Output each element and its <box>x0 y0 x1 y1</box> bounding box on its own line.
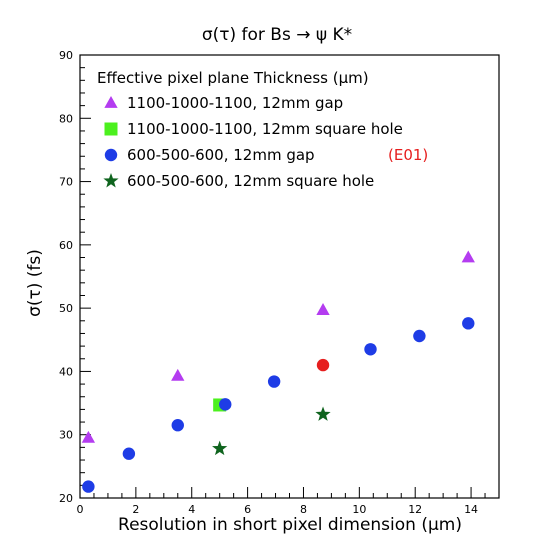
legend-marker-triangle <box>104 96 118 108</box>
data-points <box>81 250 475 493</box>
legend-label: 600-500-600, 12mm gap <box>127 146 315 164</box>
y-tick-label: 70 <box>59 176 73 189</box>
circle-point <box>171 419 184 432</box>
y-tick-label: 50 <box>59 302 73 315</box>
annotation-e01: (E01) <box>388 146 428 164</box>
triangle-point <box>316 303 330 315</box>
legend-label: 1100-1000-1100, 12mm square hole <box>127 120 403 138</box>
x-axis: 0 2 4 6 8 10 12 14 <box>77 487 500 516</box>
circle-point <box>462 317 475 330</box>
y-tick-label: 90 <box>59 49 73 62</box>
triangle-point <box>171 368 185 381</box>
chart-title: σ(τ) for Bs → ψ K* <box>202 25 352 45</box>
y-tick-label: 20 <box>59 492 73 505</box>
x-tick-label: 2 <box>132 503 139 516</box>
x-tick-label: 0 <box>77 503 84 516</box>
triangle-point <box>461 250 475 263</box>
x-axis-title: Resolution in short pixel dimension (μm) <box>118 515 462 535</box>
x-tick-label: 12 <box>408 503 422 516</box>
triangle-point <box>81 430 96 443</box>
y-tick-label: 30 <box>59 429 73 442</box>
legend-marker-square <box>104 122 118 136</box>
legend: Effective pixel plane Thickness (μm) 110… <box>97 69 428 190</box>
circle-point <box>122 447 136 460</box>
circle-point <box>82 480 95 493</box>
x-tick-label: 4 <box>188 503 195 516</box>
y-tick-label: 40 <box>59 365 73 378</box>
legend-marker-star <box>103 173 119 188</box>
y-axis-title: σ(τ) (fs) <box>25 249 45 317</box>
circle-point <box>364 343 377 356</box>
star-point <box>212 440 228 456</box>
legend-title: Effective pixel plane Thickness (μm) <box>97 69 369 87</box>
star-point <box>315 406 331 421</box>
y-tick-label: 80 <box>59 112 73 125</box>
legend-marker-circle <box>104 148 118 162</box>
circle-point <box>413 329 426 343</box>
legend-label: 1100-1000-1100, 12mm gap <box>127 94 343 112</box>
x-tick-label: 10 <box>352 503 366 516</box>
x-tick-label: 6 <box>244 503 251 516</box>
x-tick-label: 14 <box>464 503 478 516</box>
circle-point <box>219 398 232 411</box>
circle-point <box>267 375 281 388</box>
circle-point <box>316 358 330 372</box>
legend-label: 600-500-600, 12mm square hole <box>127 172 374 190</box>
y-tick-label: 60 <box>59 239 73 252</box>
x-tick-label: 8 <box>300 503 307 516</box>
